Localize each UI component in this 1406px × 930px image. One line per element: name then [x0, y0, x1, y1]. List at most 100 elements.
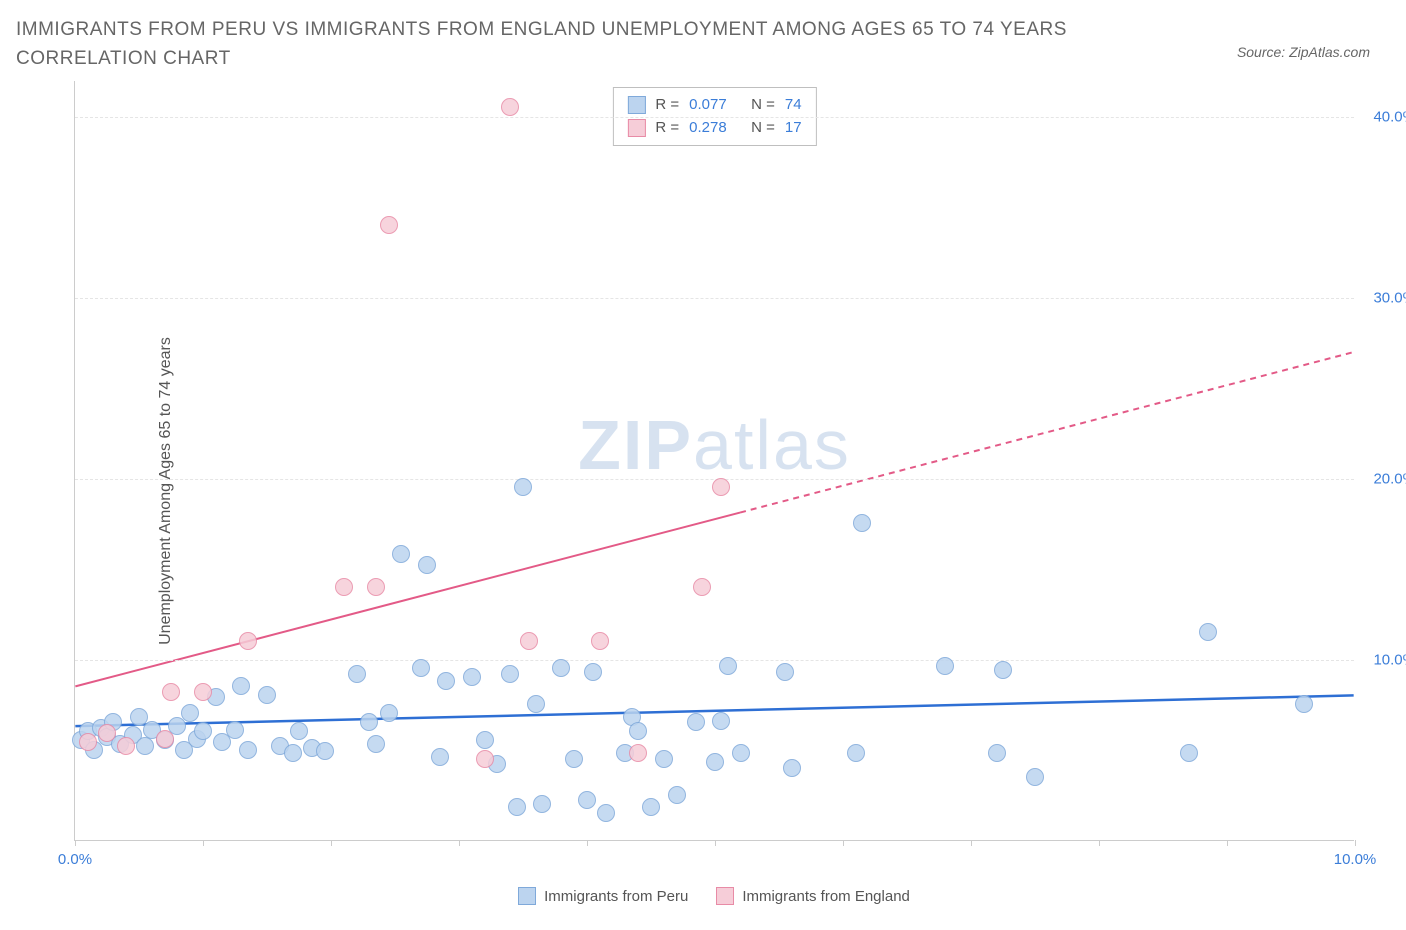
data-point: [367, 735, 385, 753]
legend-row: R = 0.077 N = 74: [627, 94, 801, 117]
data-point: [463, 668, 481, 686]
x-tick-label: 0.0%: [58, 851, 92, 868]
data-point: [392, 545, 410, 563]
data-point: [156, 730, 174, 748]
series-legend-item: Immigrants from England: [716, 887, 910, 905]
legend-n-value: 74: [785, 94, 802, 117]
x-tick: [1355, 840, 1356, 846]
data-point: [79, 733, 97, 751]
chart-title: IMMIGRANTS FROM PERU VS IMMIGRANTS FROM …: [16, 16, 1116, 73]
data-point: [712, 478, 730, 496]
data-point: [584, 663, 602, 681]
data-point: [668, 786, 686, 804]
data-point: [565, 750, 583, 768]
x-tick: [331, 840, 332, 846]
data-point: [994, 661, 1012, 679]
data-point: [476, 750, 494, 768]
data-point: [1180, 744, 1198, 762]
data-point: [1295, 695, 1313, 713]
data-point: [226, 721, 244, 739]
data-point: [1026, 768, 1044, 786]
series-name: Immigrants from Peru: [544, 888, 688, 905]
x-tick: [75, 840, 76, 846]
data-point: [847, 744, 865, 762]
x-tick: [459, 840, 460, 846]
legend-swatch: [518, 887, 536, 905]
data-point: [552, 659, 570, 677]
y-tick-label: 10.0%: [1373, 652, 1406, 669]
data-point: [316, 742, 334, 760]
y-tick-label: 20.0%: [1373, 471, 1406, 488]
data-point: [597, 804, 615, 822]
data-point: [239, 632, 257, 650]
data-point: [431, 748, 449, 766]
data-point: [687, 713, 705, 731]
series-legend-item: Immigrants from Peru: [518, 887, 688, 905]
data-point: [412, 659, 430, 677]
data-point: [655, 750, 673, 768]
data-point: [783, 759, 801, 777]
data-point: [527, 695, 545, 713]
x-tick: [843, 840, 844, 846]
watermark: ZIPatlas: [578, 405, 851, 485]
legend-r-value: 0.077: [689, 94, 741, 117]
legend-n-label: N =: [751, 94, 775, 117]
data-point: [501, 98, 519, 116]
plot-area: ZIPatlas R =0.077N =74R =0.278N =17 10.0…: [74, 81, 1354, 841]
legend-row: R =0.278N =17: [627, 117, 801, 140]
data-point: [693, 578, 711, 596]
x-tick: [203, 840, 204, 846]
gridline: [75, 660, 1354, 661]
x-tick: [1227, 840, 1228, 846]
data-point: [258, 686, 276, 704]
data-point: [732, 744, 750, 762]
data-point: [642, 798, 660, 816]
series-legend: Immigrants from Peru Immigrants from Engl…: [74, 887, 1354, 905]
data-point: [476, 731, 494, 749]
data-point: [514, 478, 532, 496]
gridline: [75, 117, 1354, 118]
data-point: [501, 665, 519, 683]
data-point: [591, 632, 609, 650]
data-point: [988, 744, 1006, 762]
x-tick: [1099, 840, 1100, 846]
legend-swatch: [716, 887, 734, 905]
data-point: [232, 677, 250, 695]
data-point: [290, 722, 308, 740]
data-point: [136, 737, 154, 755]
y-tick-label: 40.0%: [1373, 109, 1406, 126]
legend-r-value: 0.278: [689, 117, 741, 140]
data-point: [348, 665, 366, 683]
x-tick: [587, 840, 588, 846]
data-point: [706, 753, 724, 771]
data-point: [181, 704, 199, 722]
legend-swatch: [627, 96, 645, 114]
data-point: [712, 712, 730, 730]
data-point: [719, 657, 737, 675]
chart-container: Unemployment Among Ages 65 to 74 years Z…: [16, 81, 1390, 901]
data-point: [853, 514, 871, 532]
data-point: [194, 722, 212, 740]
data-point: [629, 744, 647, 762]
data-point: [629, 722, 647, 740]
legend-r-label: R =: [655, 94, 679, 117]
data-point: [578, 791, 596, 809]
data-point: [380, 704, 398, 722]
series-name: Immigrants from England: [742, 888, 910, 905]
data-point: [239, 741, 257, 759]
x-tick: [715, 840, 716, 846]
source-label: Source: ZipAtlas.com: [1237, 44, 1370, 60]
data-point: [194, 683, 212, 701]
data-point: [335, 578, 353, 596]
data-point: [437, 672, 455, 690]
data-point: [380, 216, 398, 234]
data-point: [520, 632, 538, 650]
data-point: [936, 657, 954, 675]
gridline: [75, 298, 1354, 299]
legend-n-value: 17: [785, 117, 802, 140]
data-point: [508, 798, 526, 816]
data-point: [418, 556, 436, 574]
data-point: [1199, 623, 1217, 641]
y-tick-label: 30.0%: [1373, 290, 1406, 307]
data-point: [367, 578, 385, 596]
